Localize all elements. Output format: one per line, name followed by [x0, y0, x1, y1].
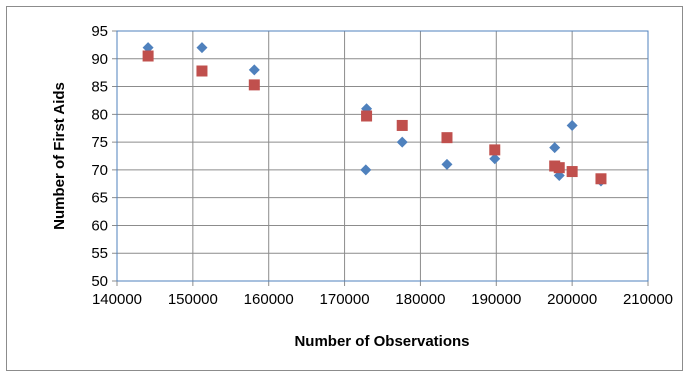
- square-point: [595, 173, 607, 185]
- x-tick-labels: 140000 150000 160000 170000 180000 190000 2000…: [92, 291, 673, 308]
- y-tick-label: 80: [91, 106, 108, 123]
- square-point: [142, 50, 154, 62]
- diamond-point: [142, 42, 154, 54]
- y-tick-label: 75: [91, 134, 108, 151]
- square-point: [441, 132, 453, 144]
- x-tick-label: 140000: [92, 291, 142, 308]
- square-point: [396, 119, 408, 131]
- x-tick-label: 160000: [244, 291, 294, 308]
- square-point: [489, 144, 501, 156]
- x-axis-title: Number of Observations: [294, 333, 469, 350]
- y-tick-label: 85: [91, 79, 108, 96]
- y-tick-label: 95: [91, 23, 108, 40]
- x-tick-label: 150000: [168, 291, 218, 308]
- y-axis-title: Number of First Aids: [51, 82, 68, 230]
- x-tick-label: 190000: [471, 291, 521, 308]
- y-tick-label: 55: [91, 245, 108, 262]
- y-tick-label: 70: [91, 162, 108, 179]
- diamond-point: [248, 64, 260, 76]
- y-tick-label: 90: [91, 51, 108, 68]
- square-point: [553, 162, 565, 174]
- y-tick-label: 65: [91, 190, 108, 207]
- y-tick-labels: 50 55 60 65 70 75 80 85 90 95: [91, 23, 108, 290]
- x-tick-label: 200000: [547, 291, 597, 308]
- x-tick-label: 210000: [623, 291, 673, 308]
- square-point: [361, 110, 373, 122]
- square-point: [196, 65, 208, 77]
- x-tick-label: 180000: [395, 291, 445, 308]
- square-point: [566, 166, 578, 178]
- diamond-point: [396, 136, 408, 148]
- data-points: [142, 42, 607, 187]
- plot-border: [116, 30, 649, 282]
- diamond-point: [549, 142, 561, 154]
- diamond-point: [566, 119, 578, 131]
- diamond-point: [196, 42, 208, 54]
- diamond-point: [360, 164, 372, 176]
- square-point: [248, 79, 260, 91]
- y-tick-label: 50: [91, 273, 108, 290]
- diamond-point: [489, 153, 501, 165]
- x-tick-label: 170000: [320, 291, 370, 308]
- y-tick-label: 60: [91, 217, 108, 234]
- diamond-point: [441, 158, 453, 170]
